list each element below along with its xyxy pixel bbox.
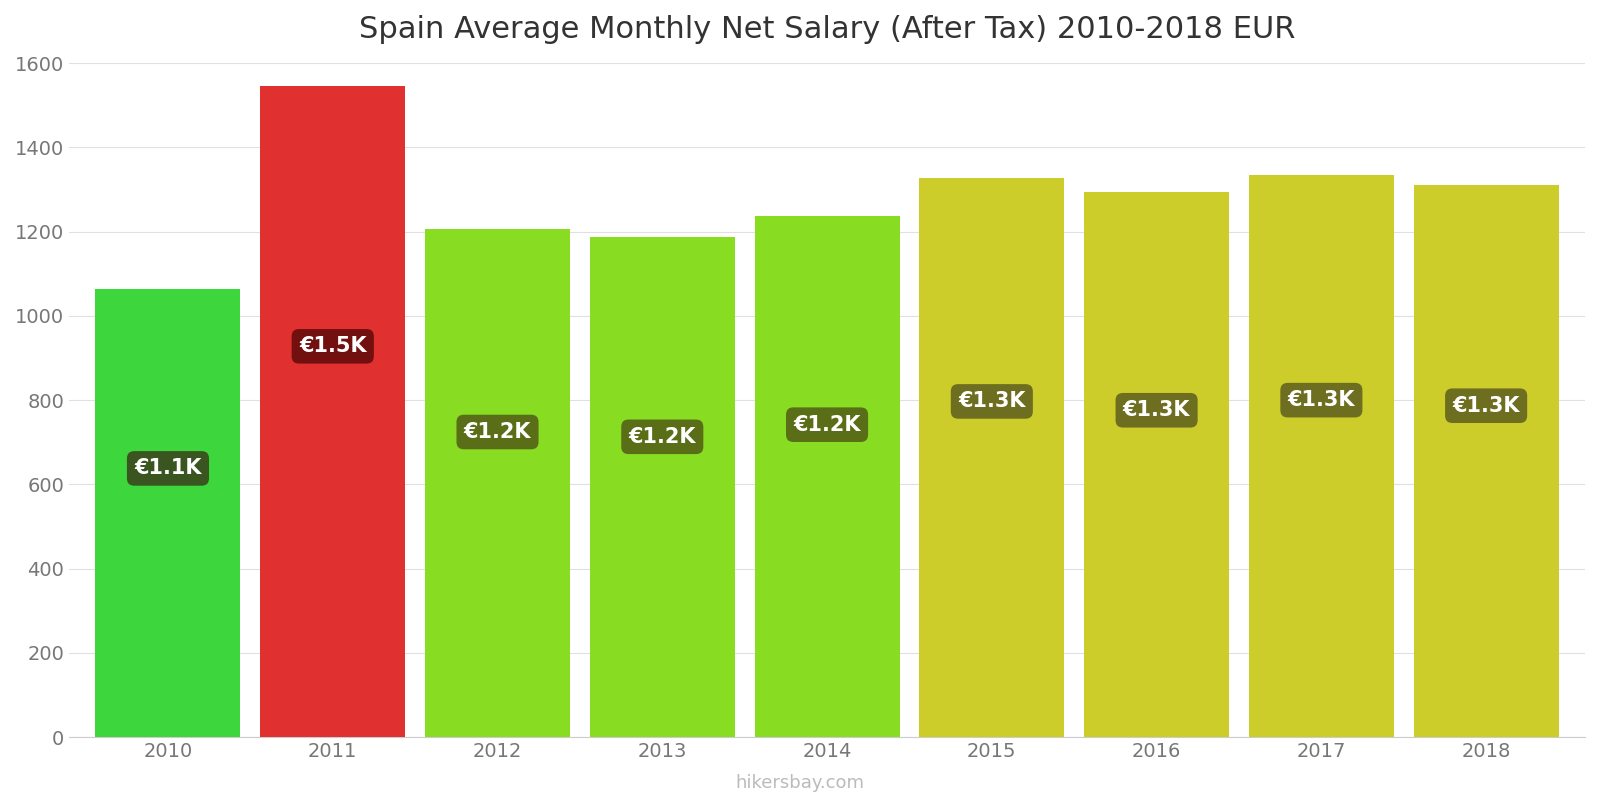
- Title: Spain Average Monthly Net Salary (After Tax) 2010-2018 EUR: Spain Average Monthly Net Salary (After …: [358, 15, 1296, 44]
- Text: €1.1K: €1.1K: [134, 458, 202, 478]
- Text: hikersbay.com: hikersbay.com: [736, 774, 864, 792]
- Bar: [755, 216, 899, 737]
- Text: €1.2K: €1.2K: [794, 414, 861, 434]
- Bar: [590, 237, 734, 737]
- Bar: [1250, 175, 1394, 737]
- Text: €1.3K: €1.3K: [1288, 390, 1355, 410]
- Bar: [261, 86, 405, 737]
- Bar: [1085, 192, 1229, 737]
- Text: €1.2K: €1.2K: [464, 422, 531, 442]
- Text: €1.3K: €1.3K: [1453, 396, 1520, 416]
- Bar: [1414, 185, 1558, 737]
- Bar: [96, 290, 240, 737]
- Bar: [920, 178, 1064, 737]
- Text: €1.5K: €1.5K: [299, 336, 366, 356]
- Text: €1.3K: €1.3K: [1123, 400, 1190, 420]
- Text: €1.2K: €1.2K: [629, 427, 696, 447]
- Text: €1.3K: €1.3K: [958, 391, 1026, 411]
- Bar: [426, 229, 570, 737]
